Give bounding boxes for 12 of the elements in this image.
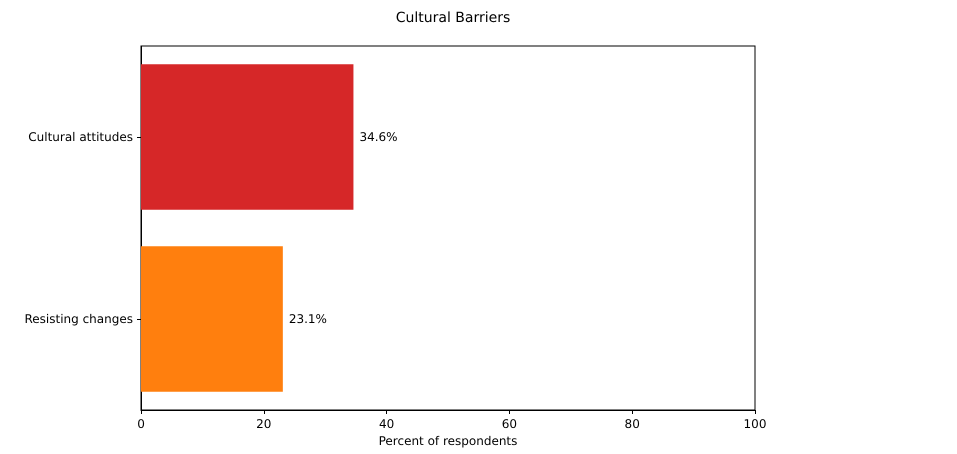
data-label: 23.1% <box>288 312 327 326</box>
data-label: 34.6% <box>359 130 398 144</box>
y-tick-label: Cultural attitudes <box>28 130 133 144</box>
x-tick-label: 80 <box>624 417 640 431</box>
x-axis-title: Percent of respondents <box>378 434 518 448</box>
x-tick-label: 60 <box>502 417 518 431</box>
x-tick-label: 0 <box>137 417 145 431</box>
x-tick-label: 40 <box>378 417 394 431</box>
chart-title: Cultural Barriers <box>396 10 510 26</box>
y-tick-label: Resisting changes <box>24 312 133 326</box>
x-tick-label: 100 <box>744 417 766 431</box>
x-tick-label: 20 <box>256 417 272 431</box>
